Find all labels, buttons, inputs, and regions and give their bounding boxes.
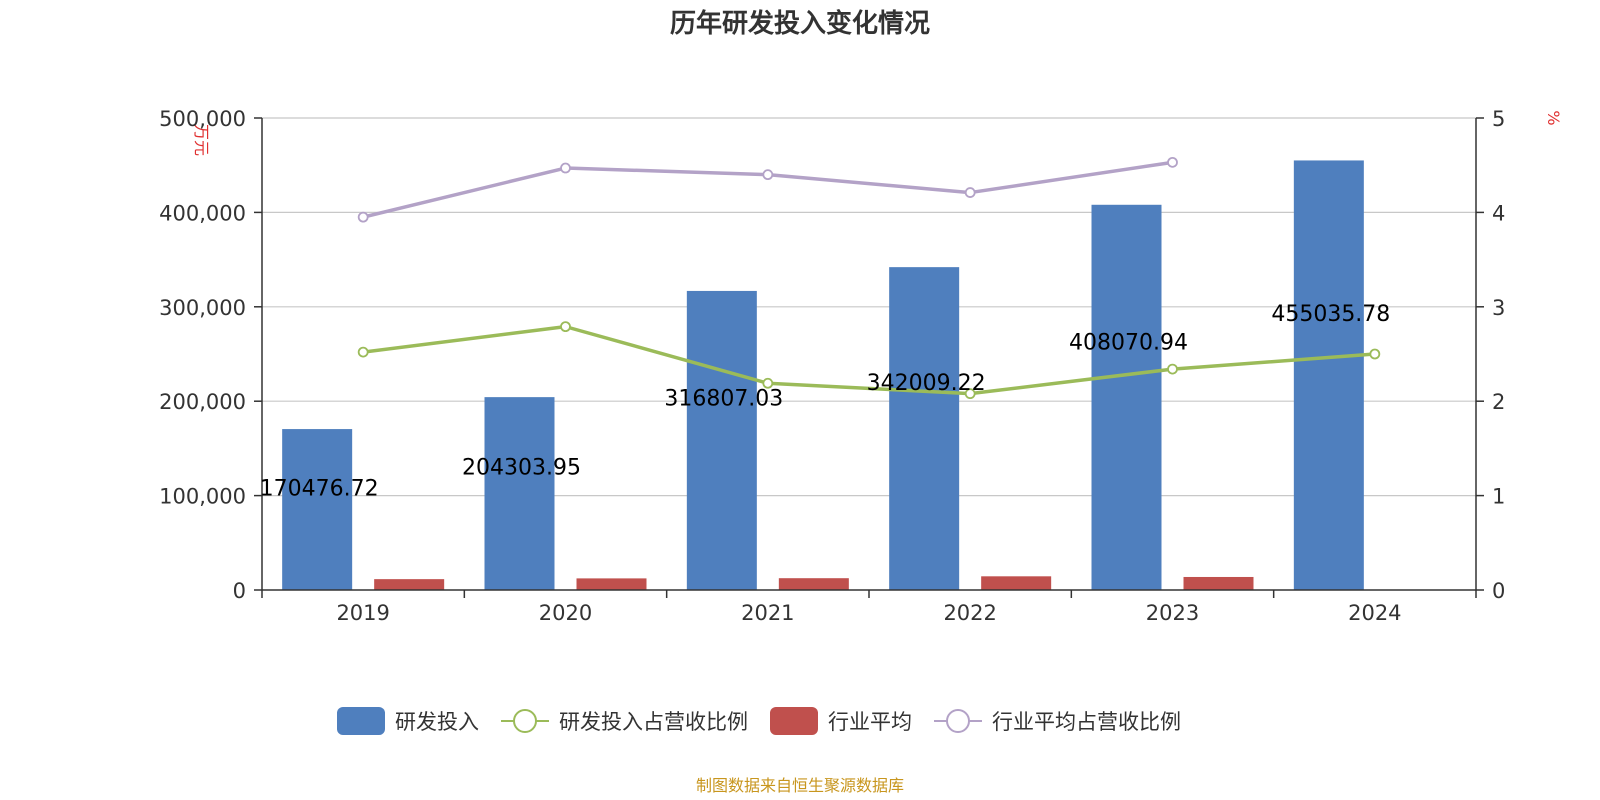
x-tick-label: 2023 bbox=[1146, 601, 1199, 625]
data-labels: 170476.72 204303.95 316807.03 342009.22 4080… bbox=[260, 302, 1391, 502]
point-行业平均占营收比例 bbox=[357, 211, 369, 223]
legend-swatch-研发投入 bbox=[337, 707, 385, 735]
data-label: 342009.22 bbox=[867, 371, 986, 396]
y-left-tick-label: 200,000 bbox=[159, 390, 246, 414]
y-left-tick-label: 400,000 bbox=[159, 201, 246, 225]
x-tick-label: 2021 bbox=[741, 601, 794, 625]
point-研发投入占营收比例 bbox=[762, 377, 774, 389]
y-left-tick-label: 0 bbox=[233, 579, 246, 603]
point-研发投入占营收比例 bbox=[1167, 363, 1178, 375]
y-right-tick-label: 5 bbox=[1492, 107, 1505, 131]
data-label: 204303.95 bbox=[462, 456, 581, 481]
point-研发投入占营收比例 bbox=[964, 388, 976, 400]
bar-行业平均 bbox=[981, 576, 1052, 590]
bar-研发投入 bbox=[282, 429, 353, 590]
x-tick-label: 2024 bbox=[1348, 601, 1401, 625]
legend-label-研发投入: 研发投入 bbox=[395, 710, 479, 734]
chart-title: 历年研发投入变化情况 bbox=[670, 8, 930, 39]
bar-行业平均 bbox=[1183, 576, 1254, 590]
gridlines bbox=[262, 117, 1476, 497]
data-label: 170476.72 bbox=[260, 476, 379, 501]
bar-研发投入 bbox=[889, 267, 960, 590]
bar-行业平均 bbox=[778, 578, 849, 590]
data-label: 455035.78 bbox=[1271, 302, 1390, 327]
bars bbox=[282, 160, 1364, 590]
y-left-tick-label: 500,000 bbox=[159, 107, 246, 131]
y-right-tick-label: 1 bbox=[1492, 485, 1505, 509]
point-研发投入占营收比例 bbox=[357, 346, 369, 358]
line-研发投入占营收比例 bbox=[362, 324, 1375, 396]
bar-研发投入 bbox=[484, 397, 555, 590]
bar-行业平均 bbox=[576, 578, 647, 590]
legend-marker-行业平均占营收比例 bbox=[946, 709, 970, 733]
y-left-axis-label: 万元 bbox=[192, 124, 211, 156]
axes: 0 100,000 200,000 300,000 400,000 500,000 0 1 2 3… bbox=[159, 107, 1505, 625]
point-研发投入占营收比例 bbox=[1369, 348, 1381, 360]
legend-swatch-行业平均 bbox=[770, 707, 818, 735]
bar-研发投入 bbox=[686, 290, 757, 590]
source-note: 制图数据来自恒生聚源数据库 bbox=[696, 776, 904, 795]
y-left-tick-label: 100,000 bbox=[159, 485, 246, 509]
y-right-tick-label: 3 bbox=[1492, 296, 1505, 320]
legend-marker-研发投入占营收比例 bbox=[513, 709, 537, 733]
x-tick-label: 2019 bbox=[336, 601, 389, 625]
data-label: 316807.03 bbox=[664, 387, 783, 412]
y-right-tick-label: 2 bbox=[1492, 390, 1505, 414]
legend-label-行业平均占营收比例: 行业平均占营收比例 bbox=[992, 710, 1181, 734]
data-label: 408070.94 bbox=[1069, 331, 1188, 356]
point-研发投入占营收比例 bbox=[560, 321, 571, 333]
point-行业平均占营收比例 bbox=[1167, 156, 1178, 168]
x-tick-label: 2022 bbox=[943, 601, 996, 625]
bar-行业平均 bbox=[374, 579, 445, 590]
y-right-tick-label: 4 bbox=[1492, 201, 1505, 225]
legend-label-研发投入占营收比例: 研发投入占营收比例 bbox=[559, 710, 748, 734]
bar-研发投入 bbox=[1293, 160, 1364, 590]
legend-label-行业平均: 行业平均 bbox=[828, 710, 912, 734]
lines bbox=[357, 156, 1381, 400]
point-行业平均占营收比例 bbox=[964, 187, 976, 198]
y-right-tick-label: 0 bbox=[1492, 579, 1505, 603]
point-行业平均占营收比例 bbox=[762, 169, 774, 181]
bar-研发投入 bbox=[1091, 204, 1162, 590]
y-left-tick-label: 300,000 bbox=[159, 296, 246, 320]
y-right-axis-label: % bbox=[1544, 110, 1563, 125]
point-行业平均占营收比例 bbox=[560, 162, 571, 174]
x-tick-label: 2020 bbox=[539, 601, 592, 625]
legend: 研发投入 研发投入占营收比例 行业平均 行业平均占营收比例 bbox=[337, 707, 1181, 735]
